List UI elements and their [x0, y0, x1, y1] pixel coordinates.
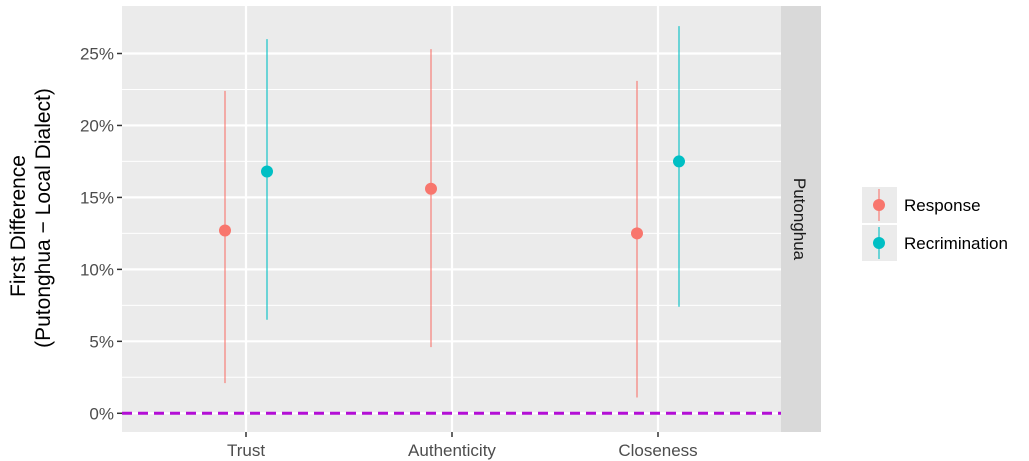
x-tick-label: Closeness: [618, 441, 697, 460]
y-axis-title-line-1: First Difference: [7, 155, 30, 297]
y-axis-title-line-2: (Putonghua − Local Dialect): [32, 88, 55, 348]
plot-panel: [122, 6, 781, 432]
y-tick-label: 10%: [80, 260, 114, 279]
data-point: [631, 227, 643, 240]
legend-label: Response: [904, 196, 981, 215]
legend-key-point: [873, 237, 885, 249]
y-tick-label: 20%: [80, 116, 114, 135]
legend-label: Recrimination: [904, 234, 1008, 253]
legend-item: Response: [862, 187, 981, 223]
legend-key-point: [873, 199, 885, 211]
facet-strip: Putonghua: [781, 6, 821, 432]
x-axis: Trust Authenticity Closeness: [227, 432, 698, 460]
legend-item: Recrimination: [862, 225, 1008, 261]
y-tick-label: 25%: [80, 44, 114, 63]
facet-strip-background: [781, 6, 821, 432]
data-point: [673, 155, 685, 168]
data-layer: [219, 26, 685, 398]
y-axis: 0% 5% 10% 15% 20% 25%: [80, 44, 122, 423]
legend: Response Recrimination: [862, 187, 1008, 261]
facet-strip-label: Putonghua: [790, 178, 809, 261]
y-tick-label: 5%: [89, 332, 114, 351]
data-point: [425, 182, 437, 195]
y-axis-title: First Difference (Putonghua − Local Dial…: [7, 88, 55, 348]
x-tick-label: Trust: [227, 441, 265, 460]
data-point: [219, 224, 231, 237]
y-tick-label: 15%: [80, 188, 114, 207]
y-tick-label: 0%: [89, 404, 114, 423]
x-tick-label: Authenticity: [408, 441, 496, 460]
data-point: [261, 165, 273, 178]
